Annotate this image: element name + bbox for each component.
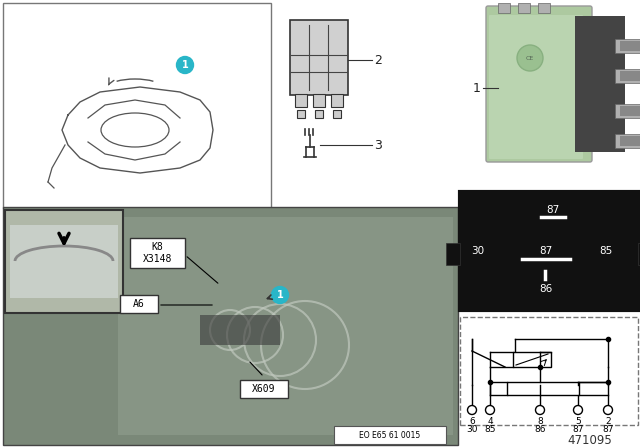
Text: 87: 87: [539, 246, 552, 256]
Bar: [518, 3, 530, 13]
Circle shape: [467, 405, 477, 414]
Bar: [333, 110, 341, 118]
Text: 471095: 471095: [568, 434, 612, 447]
Circle shape: [573, 405, 582, 414]
Circle shape: [517, 45, 543, 71]
Bar: [620, 71, 640, 81]
Text: 5: 5: [575, 417, 581, 426]
Bar: [620, 106, 640, 116]
Text: 86: 86: [534, 425, 546, 434]
FancyBboxPatch shape: [486, 6, 592, 162]
Bar: [120, 295, 158, 313]
FancyBboxPatch shape: [334, 426, 446, 444]
Text: 87: 87: [546, 205, 559, 215]
Bar: [130, 238, 185, 268]
Text: EO E65 61 0015: EO E65 61 0015: [360, 431, 420, 439]
Bar: [240, 380, 288, 398]
Text: 87: 87: [572, 425, 584, 434]
FancyBboxPatch shape: [489, 15, 583, 159]
Bar: [460, 317, 638, 425]
Text: 85: 85: [484, 425, 496, 434]
Bar: [10, 225, 118, 298]
Text: X609: X609: [252, 384, 276, 394]
Text: 2: 2: [374, 53, 382, 66]
Bar: [620, 41, 640, 51]
Text: K8
X3148: K8 X3148: [143, 242, 172, 264]
Polygon shape: [290, 20, 348, 95]
Bar: [638, 243, 640, 265]
Bar: [507, 382, 579, 395]
Text: 6: 6: [469, 417, 475, 426]
Text: 85: 85: [599, 246, 612, 256]
Bar: [498, 3, 510, 13]
Bar: [200, 315, 280, 345]
Bar: [313, 94, 325, 107]
Text: 8: 8: [537, 417, 543, 426]
Bar: [446, 243, 460, 265]
Circle shape: [604, 405, 612, 414]
Text: A6: A6: [133, 299, 145, 309]
Circle shape: [271, 287, 289, 303]
Bar: [615, 104, 640, 118]
Bar: [460, 192, 638, 310]
Text: 30: 30: [472, 246, 484, 256]
Bar: [3, 3, 271, 208]
Text: 30: 30: [467, 425, 477, 434]
Bar: [620, 136, 640, 146]
Text: 1: 1: [473, 82, 481, 95]
Text: 86: 86: [539, 284, 552, 294]
Circle shape: [177, 56, 193, 73]
Text: 2: 2: [605, 417, 611, 426]
Bar: [615, 134, 640, 148]
Bar: [3, 207, 458, 445]
Bar: [615, 69, 640, 83]
Bar: [513, 352, 551, 367]
Circle shape: [486, 405, 495, 414]
Bar: [315, 110, 323, 118]
Bar: [575, 16, 625, 152]
Bar: [331, 94, 343, 107]
Bar: [615, 39, 640, 53]
Text: 4: 4: [487, 417, 493, 426]
Bar: [460, 192, 638, 310]
Text: 1: 1: [182, 60, 188, 70]
Text: 87: 87: [602, 425, 614, 434]
Bar: [538, 3, 550, 13]
Bar: [118, 217, 453, 435]
Bar: [5, 210, 123, 313]
Text: CE: CE: [526, 56, 534, 60]
Bar: [297, 110, 305, 118]
Circle shape: [536, 405, 545, 414]
Text: 1: 1: [276, 290, 284, 300]
Bar: [295, 94, 307, 107]
Text: 3: 3: [374, 138, 382, 151]
